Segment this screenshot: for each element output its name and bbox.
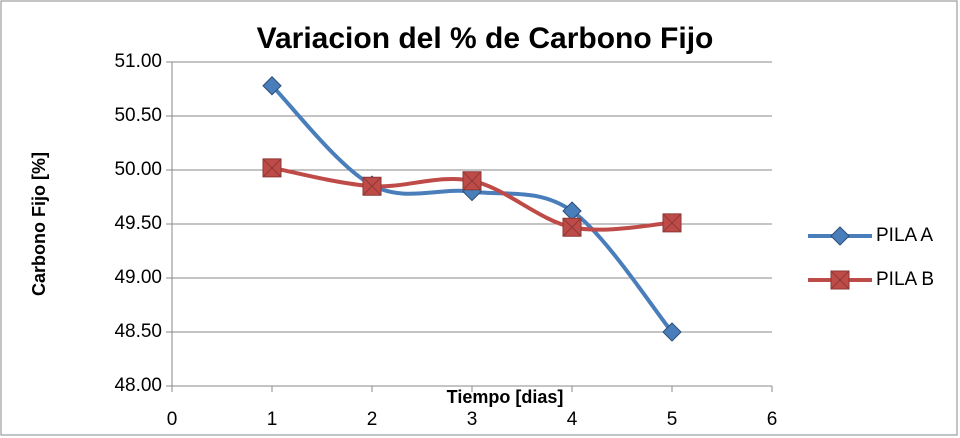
- y-tick-label: 50.50: [114, 105, 162, 126]
- legend-marker: [830, 270, 850, 290]
- data-point: [462, 171, 482, 191]
- data-point: [262, 76, 282, 96]
- data-point: [562, 217, 582, 237]
- y-tick-label: 48.50: [114, 321, 162, 342]
- data-point: [662, 322, 682, 342]
- y-tick-label: 48.00: [114, 375, 162, 396]
- x-tick-label: 6: [767, 409, 778, 430]
- x-axis-title: Tiempo [dias]: [447, 387, 564, 407]
- x-tick-label: 1: [267, 409, 278, 430]
- x-tick-label: 4: [567, 409, 578, 430]
- y-axis-title: Carbono Fijo [%]: [29, 152, 49, 296]
- chart-title: Variacion del % de Carbono Fijo: [257, 22, 714, 55]
- legend-label: PILA B: [876, 269, 934, 290]
- data-point: [262, 158, 282, 178]
- x-tick-label: 2: [367, 409, 378, 430]
- legend-marker: [830, 226, 850, 246]
- y-tick-label: 51.00: [114, 51, 162, 72]
- x-tick-label: 0: [167, 409, 178, 430]
- y-tick-label: 49.50: [114, 213, 162, 234]
- y-tick-label: 50.00: [114, 159, 162, 180]
- legend-label: PILA A: [876, 225, 933, 246]
- data-point: [362, 176, 382, 196]
- x-tick-label: 5: [667, 409, 678, 430]
- x-tick-label: 3: [467, 409, 478, 430]
- data-point: [662, 213, 682, 233]
- y-tick-label: 49.00: [114, 267, 162, 288]
